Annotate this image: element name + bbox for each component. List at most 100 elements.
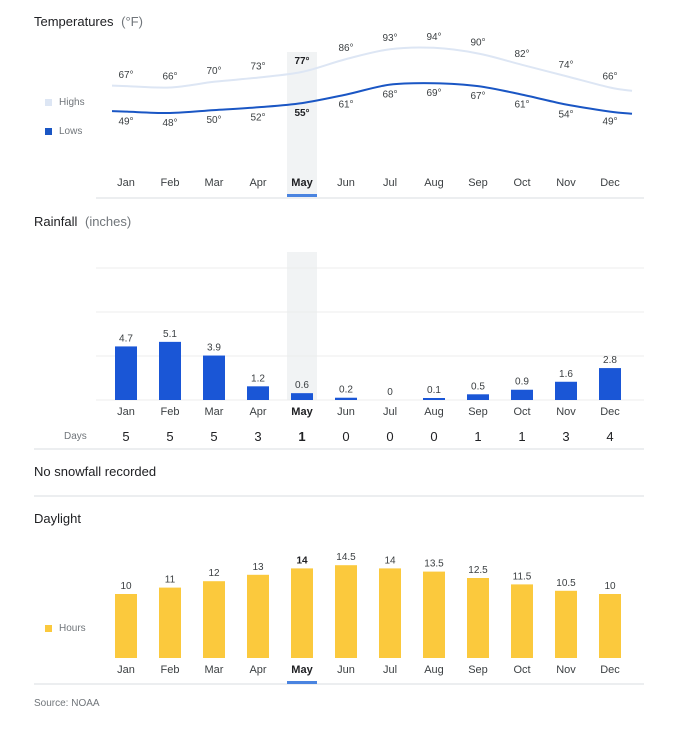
label-lows-nov: 54°	[558, 109, 573, 120]
tick-daylight-dec: Dec	[600, 664, 620, 676]
label-highs-jul: 93°	[382, 33, 397, 44]
tick-daylight-jun: Jun	[337, 664, 355, 676]
label-rainfall-dec: 2.8	[603, 355, 617, 366]
label-daylight-jul: 14	[384, 555, 396, 566]
source-label: Source: NOAA	[34, 698, 100, 709]
tick-daylight-sep: Sep	[468, 664, 488, 676]
bar-daylight-aug	[423, 571, 445, 658]
bar-daylight-may	[291, 568, 313, 658]
tick-oct: Oct	[513, 177, 530, 189]
selected-month-indicator	[287, 194, 317, 197]
days-jun: 0	[342, 429, 349, 444]
label-lows-aug: 69°	[426, 88, 441, 99]
days-feb: 5	[166, 429, 173, 444]
label-daylight-mar: 12	[208, 568, 220, 579]
legend-swatch-lows	[45, 128, 52, 135]
label-highs-mar: 70°	[206, 66, 221, 77]
days-jan: 5	[122, 429, 129, 444]
label-rainfall-mar: 3.9	[207, 343, 221, 354]
daylight-chart: 10 Jan 11 Feb 12 Mar 13 Apr 14 May 14.5 Jun 14 Jul 13.…	[115, 552, 621, 684]
label-highs-may: 77°	[294, 56, 309, 67]
selected-month-indicator	[287, 681, 317, 684]
tick-daylight-apr: Apr	[249, 664, 266, 676]
label-lows-dec: 49°	[602, 117, 617, 128]
label-daylight-jun: 14.5	[336, 552, 356, 563]
bar-daylight-oct	[511, 584, 533, 658]
legend-label-hours: Hours	[59, 623, 86, 634]
tick-rain-feb: Feb	[161, 406, 180, 418]
days-label: Days	[64, 431, 87, 442]
bar-rainfall-apr	[247, 386, 269, 400]
label-highs-jan: 67°	[118, 70, 133, 81]
tick-apr: Apr	[249, 177, 266, 189]
bar-rainfall-mar	[203, 355, 225, 400]
label-daylight-nov: 10.5	[556, 578, 576, 589]
tick-daylight-aug: Aug	[424, 664, 444, 676]
days-oct: 1	[518, 429, 525, 444]
bar-daylight-jul	[379, 568, 401, 658]
tick-sep: Sep	[468, 177, 488, 189]
tick-daylight-mar: Mar	[205, 664, 224, 676]
tick-feb: Feb	[161, 177, 180, 189]
tick-daylight-jul: Jul	[383, 664, 397, 676]
label-highs-feb: 66°	[162, 71, 177, 82]
label-lows-jul: 68°	[382, 90, 397, 101]
legend-label-lows: Lows	[59, 126, 82, 137]
label-rainfall-jul: 0	[387, 387, 393, 398]
tick-rain-aug: Aug	[424, 406, 444, 418]
label-lows-mar: 50°	[206, 115, 221, 126]
rainfall-chart: 4.7 Jan 5 5.1 Feb 5 3.9 Mar 5 1.2 Apr 3 0.6 May 1 0.2 Ju…	[96, 252, 644, 444]
bar-rainfall-jan	[115, 346, 137, 400]
label-highs-aug: 94°	[426, 32, 441, 43]
tick-rain-nov: Nov	[556, 406, 576, 418]
tick-rain-mar: Mar	[205, 406, 224, 418]
label-highs-apr: 73°	[250, 62, 265, 73]
tick-rain-jul: Jul	[383, 406, 397, 418]
bar-daylight-feb	[159, 587, 181, 658]
days-sep: 1	[474, 429, 481, 444]
temperatures-chart: 67° 66° 70° 73° 77° 86° 93° 94° 90° 82° 74° 66° 49° 4…	[111, 32, 633, 197]
label-lows-may: 55°	[294, 108, 309, 119]
bar-daylight-sep	[467, 578, 489, 658]
tick-nov: Nov	[556, 177, 576, 189]
line-lows	[111, 82, 633, 115]
label-rainfall-feb: 5.1	[163, 329, 177, 340]
days-jul: 0	[386, 429, 393, 444]
label-highs-oct: 82°	[514, 49, 529, 60]
label-lows-feb: 48°	[162, 118, 177, 129]
days-dec: 4	[606, 429, 613, 444]
tick-rain-sep: Sep	[468, 406, 488, 418]
label-highs-sep: 90°	[470, 37, 485, 48]
tick-jun: Jun	[337, 177, 355, 189]
tick-rain-dec: Dec	[600, 406, 620, 418]
days-nov: 3	[562, 429, 569, 444]
rainfall-title: Rainfall (inches)	[34, 214, 131, 229]
tick-daylight-feb: Feb	[161, 664, 180, 676]
tick-mar: Mar	[205, 177, 224, 189]
label-daylight-may: 14	[296, 555, 308, 566]
tick-dec: Dec	[600, 177, 620, 189]
label-rainfall-nov: 1.6	[559, 369, 573, 380]
daylight-title: Daylight	[34, 511, 81, 526]
bar-rainfall-aug	[423, 398, 445, 400]
bar-rainfall-nov	[555, 381, 577, 400]
legend-label-highs: Highs	[59, 97, 85, 108]
label-highs-jun: 86°	[338, 43, 353, 54]
label-daylight-apr: 13	[252, 562, 264, 573]
tick-rain-oct: Oct	[513, 406, 530, 418]
bar-rainfall-may	[291, 393, 313, 400]
label-lows-jan: 49°	[118, 117, 133, 128]
days-apr: 3	[254, 429, 261, 444]
label-daylight-dec: 10	[604, 581, 616, 592]
bar-daylight-jan	[115, 594, 137, 658]
label-daylight-feb: 11	[165, 575, 176, 586]
label-rainfall-oct: 0.9	[515, 377, 529, 388]
tick-rain-jun: Jun	[337, 406, 355, 418]
tick-jan: Jan	[117, 177, 135, 189]
temperatures-title: Temperatures (°F)	[34, 14, 143, 29]
label-lows-apr: 52°	[250, 112, 265, 123]
label-highs-nov: 74°	[558, 60, 573, 71]
line-highs	[111, 46, 633, 92]
label-rainfall-apr: 1.2	[251, 373, 265, 384]
